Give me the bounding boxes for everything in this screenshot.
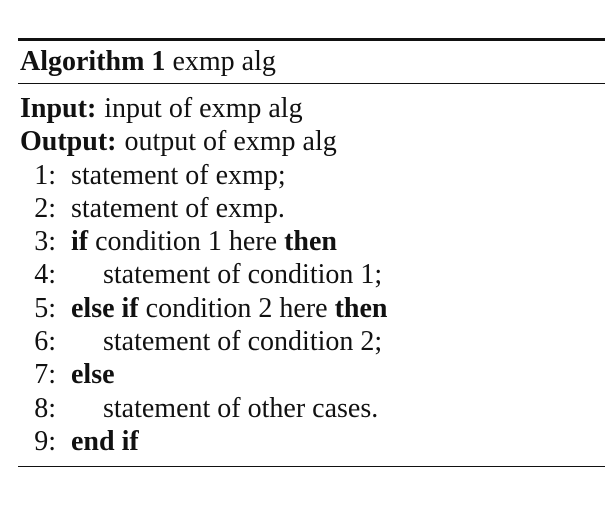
keyword-end-if: end if: [71, 425, 139, 457]
line-number: 2:: [34, 192, 56, 224]
algorithm-line-9: 9: end if: [18, 425, 605, 458]
keyword-then: then: [334, 292, 388, 324]
line-number: 4:: [34, 259, 56, 291]
algorithm-line-5: 5: else if condition 2 here then: [18, 292, 605, 325]
algorithm-body: Input: input of exmp alg Output: output of…: [18, 84, 605, 466]
input-line: Input: input of exmp alg: [18, 92, 605, 125]
algorithm-block: Algorithm 1 exmp alg Input: input of exmp…: [18, 38, 605, 468]
condition-text: condition 2 here: [145, 292, 328, 324]
line-number: 7:: [34, 359, 56, 391]
line-number: 3:: [34, 226, 56, 258]
line-number: 5:: [34, 292, 56, 324]
algorithm-caption: Algorithm 1 exmp alg: [18, 41, 605, 83]
keyword-if: if: [71, 226, 89, 258]
caption-rule: [18, 83, 605, 84]
line-number: 8:: [34, 392, 56, 424]
condition-text: condition 1 here: [95, 226, 278, 258]
algorithm-line-6: 6: statement of condition 2;: [18, 325, 605, 358]
algorithm-line-3: 3: if condition 1 here then: [18, 225, 605, 258]
input-text: input of exmp alg: [104, 93, 303, 124]
line-statement: statement of exmp;: [71, 159, 286, 191]
line-statement: statement of exmp.: [71, 192, 285, 224]
line-number: 6:: [34, 326, 56, 358]
algorithm-line-1: 1: statement of exmp;: [18, 159, 605, 192]
line-number: 1:: [34, 159, 56, 191]
algorithm-line-2: 2: statement of exmp.: [18, 192, 605, 225]
line-number: 9:: [34, 425, 56, 457]
line-statement: statement of condition 1;: [103, 259, 383, 291]
keyword-then: then: [284, 226, 337, 258]
output-text: output of exmp alg: [124, 126, 337, 158]
line-statement: statement of other cases.: [103, 392, 379, 424]
top-rule: [18, 38, 605, 41]
line-statement: else if condition 2 here then: [71, 292, 388, 325]
output-line: Output: output of exmp alg: [18, 125, 605, 158]
algorithm-line-8: 8: statement of other cases.: [18, 392, 605, 425]
algorithm-line-7: 7: else: [18, 358, 605, 391]
input-label: Input:: [20, 93, 97, 124]
line-statement: statement of condition 2;: [103, 326, 383, 358]
line-statement: if condition 1 here then: [71, 225, 337, 258]
bottom-rule: [18, 466, 605, 468]
algorithm-line-4: 4: statement of condition 1;: [18, 258, 605, 291]
keyword-else-if: else if: [71, 292, 139, 324]
algorithm-label: Algorithm 1: [20, 46, 166, 77]
keyword-else: else: [71, 359, 115, 391]
algorithm-name: exmp alg: [172, 46, 276, 77]
output-label: Output:: [20, 126, 117, 158]
